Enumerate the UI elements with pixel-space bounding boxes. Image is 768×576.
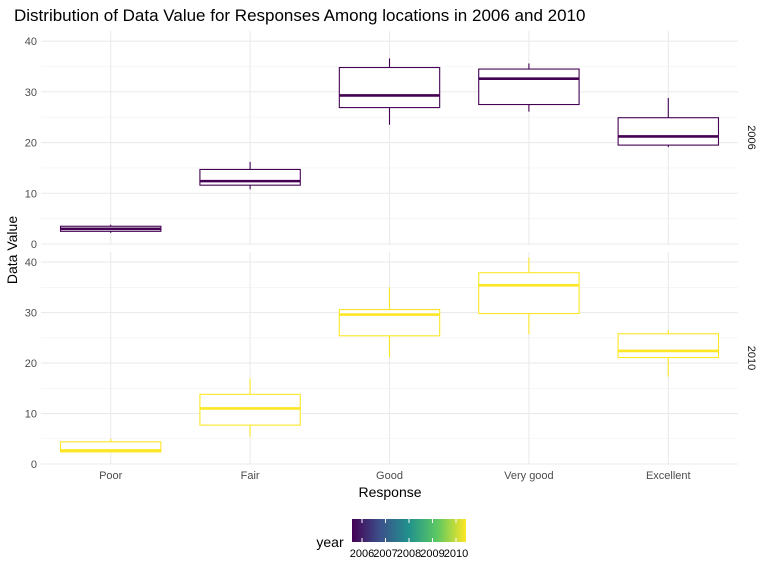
chart-title: Distribution of Data Value for Responses… [14, 6, 585, 25]
x-axis: Poor Fair Good Very good Excellent [99, 470, 691, 482]
box-iqr [478, 68, 580, 106]
box-iqr [617, 333, 720, 359]
box-iqr [338, 66, 441, 109]
x-tick-label: Poor [99, 470, 123, 482]
y-tick-label: 20 [25, 138, 37, 150]
box-2010-poor [59, 438, 162, 453]
box-iqr [59, 441, 162, 453]
box-2006-excellent [617, 97, 720, 148]
y-axis-title: Data Value [4, 216, 20, 284]
legend-label: 2007 [373, 548, 397, 560]
legend-label: 2006 [350, 548, 374, 560]
facet-panel-2010: 0 10 20 30 40 2010 [25, 252, 757, 471]
x-tick-label: Good [376, 470, 403, 482]
y-tick-label: 0 [31, 239, 37, 251]
y-tick-label: 0 [31, 459, 37, 471]
legend-ticks: 2006 2007 2008 2009 2010 [350, 519, 468, 560]
box-2006-good [338, 58, 441, 125]
legend-label: 2008 [397, 548, 421, 560]
y-tick-label: 30 [25, 87, 37, 99]
y-tick-label: 10 [25, 409, 37, 421]
box-iqr [617, 117, 720, 146]
box-2010-good [338, 287, 441, 358]
legend-title: year [316, 534, 344, 550]
box-2010-fair [199, 378, 301, 437]
facet-strip-label: 2010 [745, 346, 757, 370]
box-iqr [478, 272, 580, 315]
box-2006-fair [199, 161, 301, 190]
x-tick-label: Fair [241, 470, 260, 482]
y-tick-label: 40 [25, 257, 37, 269]
legend-label: 2009 [420, 548, 444, 560]
box-iqr [199, 168, 301, 186]
legend-label: 2010 [444, 548, 468, 560]
box-2006-poor [59, 224, 162, 233]
y-tick-label: 30 [25, 308, 37, 320]
x-axis-title: Response [358, 484, 421, 500]
legend-colorbar [352, 519, 466, 542]
box-2010-excellent [617, 329, 720, 377]
legend: year 2006 2007 2008 2009 2010 [316, 519, 468, 560]
x-tick-label: Excellent [646, 470, 691, 482]
y-tick-label: 40 [25, 36, 37, 48]
facet-strip-label: 2006 [745, 125, 757, 149]
box-2010-very-good [478, 257, 580, 335]
y-tick-label: 20 [25, 358, 37, 370]
box-2006-very-good [478, 63, 580, 112]
facet-panel-2006: 0 10 20 30 40 2006 [25, 31, 757, 251]
x-tick-label: Very good [504, 470, 554, 482]
facet-panels: 0 10 20 30 40 2006 0 10 20 30 40 2010 [25, 31, 757, 471]
y-tick-label: 10 [25, 188, 37, 200]
